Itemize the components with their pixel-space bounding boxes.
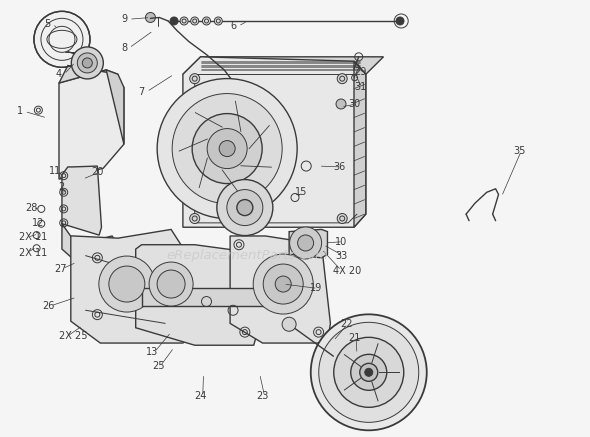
Text: 5: 5 <box>44 19 51 29</box>
Circle shape <box>227 190 263 225</box>
Circle shape <box>172 94 282 204</box>
Text: 25: 25 <box>152 361 165 371</box>
Text: 2X 25: 2X 25 <box>59 332 87 341</box>
Circle shape <box>146 13 155 22</box>
Circle shape <box>71 47 103 79</box>
Polygon shape <box>183 57 384 74</box>
Circle shape <box>207 128 247 169</box>
Text: 4X 20: 4X 20 <box>333 266 362 275</box>
Text: 15: 15 <box>295 187 307 197</box>
Text: 33: 33 <box>335 251 348 260</box>
Circle shape <box>217 180 273 236</box>
Text: 27: 27 <box>54 264 67 274</box>
Polygon shape <box>354 61 366 227</box>
Circle shape <box>180 17 188 25</box>
Text: 7: 7 <box>139 87 145 97</box>
Circle shape <box>311 314 427 430</box>
Text: 29: 29 <box>354 67 366 77</box>
Circle shape <box>282 317 296 331</box>
Circle shape <box>157 79 297 218</box>
Text: 19: 19 <box>310 284 322 293</box>
Text: eReplacementParts.com: eReplacementParts.com <box>167 249 329 262</box>
Circle shape <box>149 262 193 306</box>
Polygon shape <box>106 70 124 144</box>
Text: 10: 10 <box>335 237 348 246</box>
Circle shape <box>109 266 145 302</box>
Polygon shape <box>136 245 263 345</box>
Text: 24: 24 <box>195 392 207 401</box>
Text: 36: 36 <box>333 162 346 172</box>
Text: 30: 30 <box>348 99 360 109</box>
Circle shape <box>77 53 97 73</box>
Circle shape <box>275 276 291 292</box>
Text: 6: 6 <box>230 21 236 31</box>
Circle shape <box>157 270 185 298</box>
Text: 2: 2 <box>58 183 64 192</box>
Circle shape <box>214 17 222 25</box>
Circle shape <box>83 58 92 68</box>
Circle shape <box>170 17 178 25</box>
Polygon shape <box>59 70 124 179</box>
Circle shape <box>202 17 211 25</box>
Circle shape <box>297 235 314 251</box>
Polygon shape <box>230 236 330 343</box>
Polygon shape <box>62 224 118 264</box>
Text: 21: 21 <box>348 333 360 343</box>
Circle shape <box>350 354 387 390</box>
Text: 35: 35 <box>513 146 526 156</box>
Polygon shape <box>142 288 266 306</box>
Text: 8: 8 <box>121 43 127 53</box>
Circle shape <box>396 17 404 25</box>
Text: 1: 1 <box>17 107 22 116</box>
Circle shape <box>190 214 199 223</box>
Circle shape <box>34 11 90 67</box>
Circle shape <box>290 227 322 259</box>
Circle shape <box>334 337 404 407</box>
Circle shape <box>219 141 235 156</box>
Circle shape <box>360 363 378 382</box>
Text: 12: 12 <box>32 218 44 228</box>
Circle shape <box>191 17 199 25</box>
Circle shape <box>190 74 199 83</box>
Circle shape <box>336 99 346 109</box>
Polygon shape <box>183 57 366 227</box>
Text: 2X 11: 2X 11 <box>19 248 48 257</box>
Circle shape <box>253 254 313 314</box>
Circle shape <box>365 368 373 376</box>
Text: 9: 9 <box>121 14 127 24</box>
Text: 13: 13 <box>146 347 159 357</box>
Polygon shape <box>289 229 327 258</box>
Polygon shape <box>71 229 204 343</box>
Text: 28: 28 <box>25 203 37 213</box>
Text: 4: 4 <box>56 69 62 79</box>
Text: 23: 23 <box>257 392 269 401</box>
Text: 20: 20 <box>91 167 104 177</box>
Circle shape <box>237 200 253 215</box>
Circle shape <box>263 264 303 304</box>
Circle shape <box>337 214 347 223</box>
Text: 2X 11: 2X 11 <box>19 232 48 242</box>
Text: 31: 31 <box>354 83 366 92</box>
Text: 26: 26 <box>42 301 55 311</box>
Polygon shape <box>59 66 118 83</box>
Circle shape <box>337 74 347 83</box>
Circle shape <box>99 256 155 312</box>
Polygon shape <box>62 166 101 235</box>
Text: 22: 22 <box>340 319 352 329</box>
Circle shape <box>319 323 419 422</box>
Circle shape <box>192 114 262 184</box>
Text: 11: 11 <box>49 166 61 176</box>
